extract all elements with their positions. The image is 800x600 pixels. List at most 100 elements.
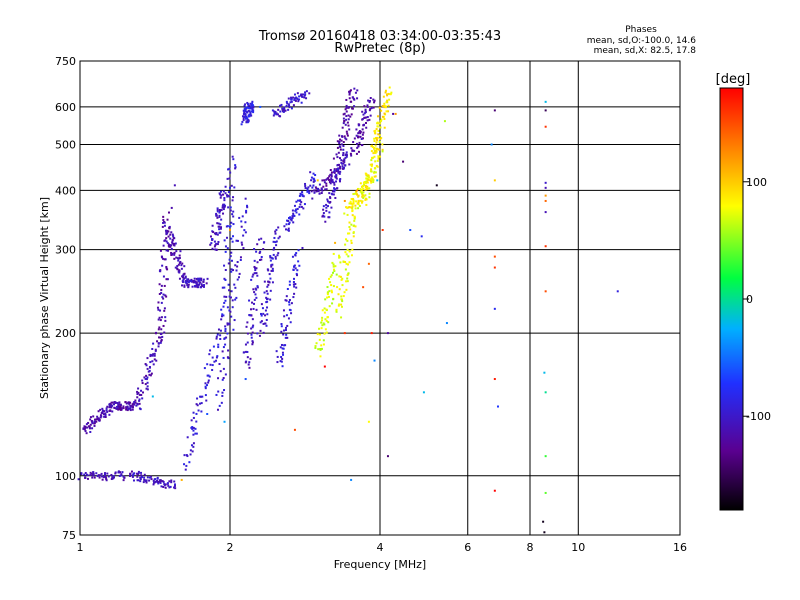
- echo-point: [166, 242, 169, 245]
- echo-point: [219, 227, 222, 230]
- echo-point: [180, 478, 183, 481]
- echo-point: [287, 97, 290, 100]
- echo-point: [284, 326, 287, 329]
- echo-point: [195, 403, 198, 406]
- echo-point: [337, 293, 340, 296]
- echo-point: [443, 120, 446, 123]
- echo-point: [375, 137, 378, 140]
- echo-point: [346, 239, 349, 242]
- echo-point: [256, 261, 259, 264]
- x-tick-label: 10: [571, 541, 585, 554]
- echo-point: [105, 478, 108, 481]
- echo-point: [338, 256, 341, 259]
- echo-point: [154, 349, 157, 352]
- echo-point: [157, 308, 160, 311]
- echo-point: [340, 316, 343, 319]
- echo-point: [140, 475, 143, 478]
- echo-point: [217, 343, 220, 346]
- echo-point: [171, 242, 174, 245]
- echo-point: [200, 402, 203, 405]
- echo-point: [280, 355, 283, 358]
- echo-point: [137, 391, 140, 394]
- echo-point: [333, 187, 336, 190]
- echo-point: [347, 232, 350, 235]
- echo-point: [286, 102, 289, 105]
- echo-point: [266, 292, 269, 295]
- echo-point: [283, 106, 286, 109]
- echo-point: [221, 350, 224, 353]
- echo-point: [290, 107, 293, 110]
- echo-point: [113, 401, 116, 404]
- echo-point: [181, 284, 184, 287]
- echo-point: [93, 476, 96, 479]
- echo-point: [352, 199, 355, 202]
- echo-point: [119, 474, 122, 477]
- echo-point: [215, 214, 218, 217]
- chart-subtitle: RwPretec (8p): [334, 41, 425, 56]
- echo-point: [355, 142, 358, 145]
- echo-point: [328, 181, 331, 184]
- echo-point: [104, 412, 107, 415]
- echo-point: [355, 128, 358, 131]
- echo-point: [231, 213, 234, 216]
- echo-point: [292, 281, 295, 284]
- echo-point: [256, 286, 259, 289]
- echo-point: [359, 130, 362, 133]
- echo-point: [260, 255, 263, 258]
- echo-point: [351, 149, 354, 152]
- echo-point: [307, 186, 310, 189]
- echo-point: [298, 98, 301, 101]
- echo-point: [197, 280, 200, 283]
- echo-point: [226, 247, 229, 250]
- echo-point: [381, 229, 384, 232]
- echo-point: [240, 241, 243, 244]
- echo-point: [376, 136, 379, 139]
- echo-point: [373, 140, 376, 143]
- echo-point: [163, 221, 166, 224]
- echo-point: [192, 411, 195, 414]
- echo-point: [361, 118, 364, 121]
- echo-point: [276, 361, 279, 364]
- echo-point: [295, 200, 298, 203]
- echo-point: [493, 255, 496, 258]
- echo-point: [157, 480, 160, 483]
- echo-point: [306, 190, 309, 193]
- echo-point: [340, 298, 343, 301]
- echo-point: [248, 361, 251, 364]
- echo-point: [282, 329, 285, 332]
- echo-point: [320, 344, 323, 347]
- echo-point: [215, 212, 218, 215]
- echo-point: [149, 361, 152, 364]
- echo-point: [100, 415, 103, 418]
- echo-point: [138, 402, 141, 405]
- echo-point: [192, 416, 195, 419]
- echo-point: [215, 356, 218, 359]
- echo-point: [228, 322, 231, 325]
- echo-point: [152, 483, 155, 486]
- echo-point: [223, 205, 226, 208]
- echo-point: [386, 332, 389, 335]
- phases-o-mode: mean, sd,O:-100.0, 14.6: [587, 36, 697, 46]
- echo-point: [371, 163, 374, 166]
- echo-point: [218, 211, 221, 214]
- echo-point: [493, 489, 496, 492]
- echo-point: [225, 225, 228, 228]
- echo-point: [340, 143, 343, 146]
- echo-point: [376, 165, 379, 168]
- echo-point: [342, 260, 345, 263]
- echo-point: [394, 112, 397, 115]
- echo-point: [173, 480, 176, 483]
- echo-point: [282, 110, 285, 113]
- echo-point: [221, 378, 224, 381]
- echo-point: [240, 225, 243, 228]
- echo-point: [143, 376, 146, 379]
- echo-point: [243, 112, 246, 115]
- echo-point: [314, 186, 317, 189]
- echo-point: [303, 96, 306, 99]
- echo-point: [138, 393, 141, 396]
- echo-point: [300, 94, 303, 97]
- echo-point: [339, 170, 342, 173]
- echo-point: [190, 426, 193, 429]
- echo-point: [340, 305, 343, 308]
- echo-point: [328, 216, 331, 219]
